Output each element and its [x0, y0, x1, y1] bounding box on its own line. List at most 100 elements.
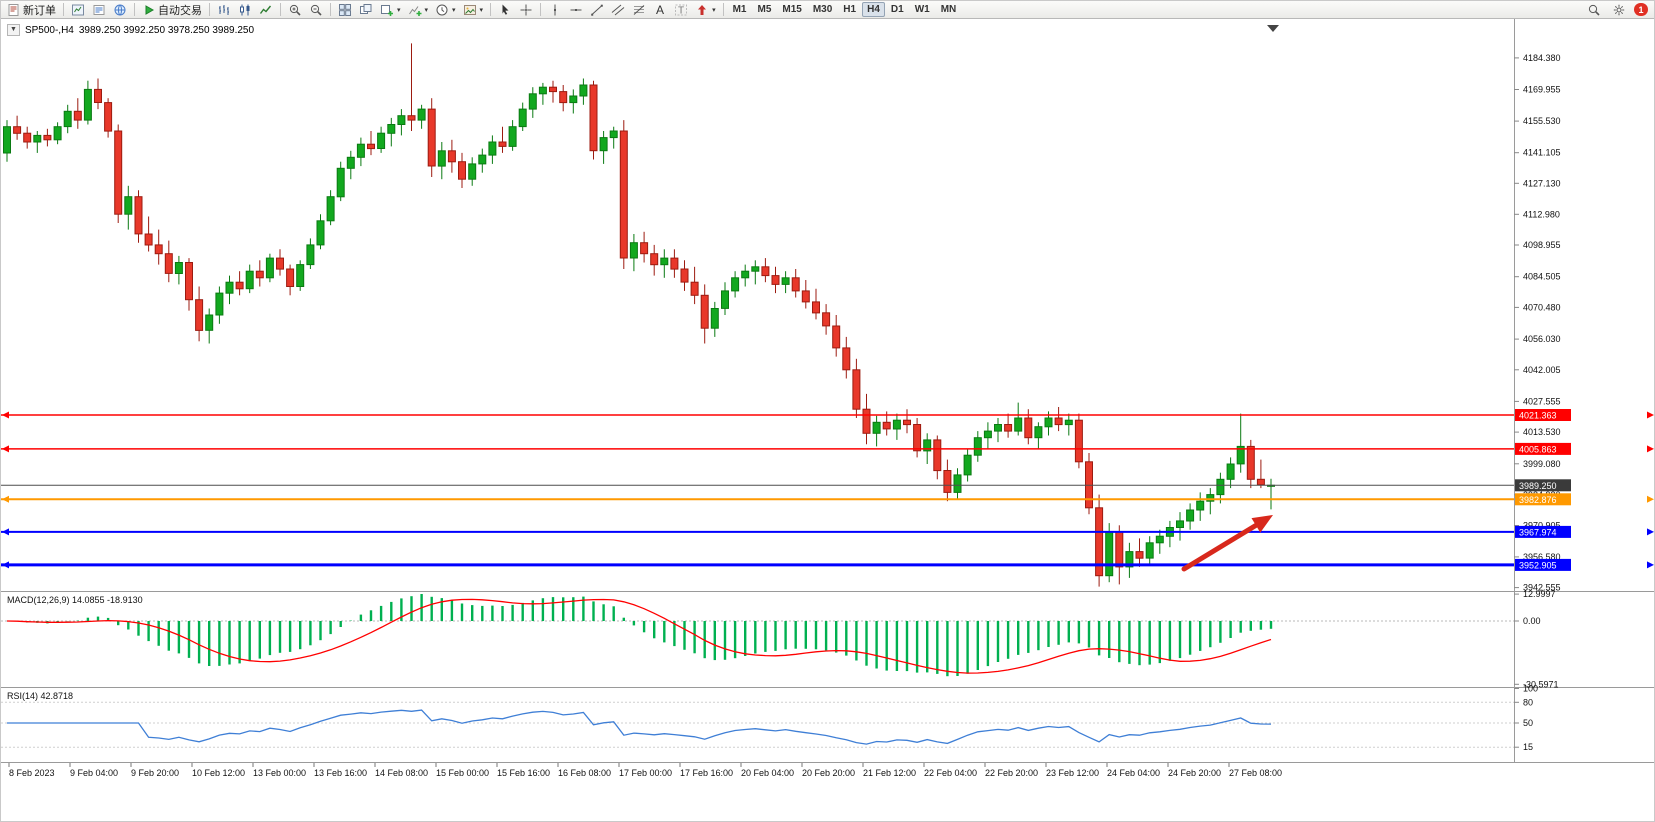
candlestick-chart-button[interactable] [235, 2, 255, 18]
horizontal-line-button[interactable] [566, 2, 586, 18]
zoom-out-button[interactable] [306, 2, 326, 18]
svg-text:4184.380: 4184.380 [1523, 53, 1561, 63]
svg-text:8 Feb 2023: 8 Feb 2023 [9, 768, 55, 778]
svg-text:20 Feb 20:00: 20 Feb 20:00 [802, 768, 855, 778]
line-left-arrow [2, 528, 9, 536]
arrange-windows-button[interactable] [356, 2, 376, 18]
toolbar-separator [63, 3, 64, 16]
toolbar-separator [490, 3, 492, 16]
svg-text:3956.580: 3956.580 [1523, 552, 1561, 562]
timeframe-d1-button[interactable]: D1 [890, 4, 904, 15]
chevron-down-icon[interactable]: ▼ [7, 24, 20, 36]
vline-icon [548, 3, 562, 17]
autotrading-button[interactable]: 自动交易 [139, 2, 205, 18]
line-right-arrow [1647, 561, 1654, 569]
horizontal-lines[interactable] [1, 411, 1654, 569]
chart-shift-marker[interactable] [1267, 25, 1279, 32]
svg-text:-30.5971: -30.5971 [1523, 679, 1559, 689]
svg-text:4070.480: 4070.480 [1523, 302, 1561, 312]
svg-text:3967.974: 3967.974 [1519, 527, 1557, 537]
svg-text:10 Feb 12:00: 10 Feb 12:00 [192, 768, 245, 778]
svg-text:9 Feb 04:00: 9 Feb 04:00 [70, 768, 118, 778]
toolbar-right: 1 [1584, 2, 1651, 18]
svg-text:17 Feb 16:00: 17 Feb 16:00 [680, 768, 733, 778]
new-order-button[interactable]: 新订单 [4, 2, 59, 18]
line-right-arrow [1647, 445, 1654, 453]
new-chart-button[interactable]: ▾ [377, 2, 404, 18]
svg-text:A: A [656, 3, 664, 17]
quick-search-button[interactable] [1584, 2, 1604, 18]
zoom-in-button[interactable] [285, 2, 305, 18]
svg-text:27 Feb 08:00: 27 Feb 08:00 [1229, 768, 1282, 778]
timeframe-w1-button[interactable]: W1 [914, 4, 930, 15]
chart-window[interactable]: 4184.380 4169.955 4155.530 4141.105 4127.130… [1, 19, 1655, 822]
timeframe-m15-button[interactable]: M15 [782, 4, 802, 15]
label-button[interactable]: T [671, 2, 691, 18]
news-button[interactable] [89, 2, 109, 18]
trend-arrow-annotation[interactable] [1181, 515, 1273, 572]
svg-text:0.00: 0.00 [1523, 616, 1541, 626]
timeframe-m30-button[interactable]: M30 [812, 4, 833, 15]
trendline-button[interactable] [587, 2, 607, 18]
chart-canvas[interactable]: 4184.380 4169.955 4155.530 4141.105 4127.130… [1, 19, 1655, 822]
toolbar-separator [722, 3, 724, 16]
cursor-button[interactable] [495, 2, 515, 18]
svg-text:4098.955: 4098.955 [1523, 240, 1561, 250]
svg-text:4013.530: 4013.530 [1523, 427, 1561, 437]
main-toolbar: 新订单 自动交易 ▾ ▾ ▾ ▾ A T ▾ M1 M5 M15 M30 H1 H4 D1 W1 MN 1 [1, 1, 1654, 19]
cascade-icon [359, 3, 373, 17]
svg-text:22 Feb 04:00: 22 Feb 04:00 [924, 768, 977, 778]
periods-button[interactable]: ▾ [432, 2, 459, 18]
settings-button[interactable] [1609, 2, 1629, 18]
chevron-down-icon: ▾ [479, 6, 484, 14]
timeframe-m1-button[interactable]: M1 [732, 4, 747, 15]
symbol-selector[interactable]: ▼ SP500-,H4 3989.250 3992.250 3978.250 3… [7, 24, 254, 36]
svg-text:15 Feb 16:00: 15 Feb 16:00 [497, 768, 550, 778]
svg-text:3970.905: 3970.905 [1523, 521, 1561, 531]
tile-windows-button[interactable] [335, 2, 355, 18]
svg-text:3982.876: 3982.876 [1519, 495, 1557, 505]
zoom-in-icon [288, 3, 302, 17]
svg-text:22 Feb 20:00: 22 Feb 20:00 [985, 768, 1038, 778]
crosshair-button[interactable] [516, 2, 536, 18]
fibonacci-button[interactable] [629, 2, 649, 18]
indicators-button[interactable]: ▾ [405, 2, 432, 18]
toolbar-separator [280, 3, 281, 16]
svg-text:23 Feb 12:00: 23 Feb 12:00 [1046, 768, 1099, 778]
arrows-button[interactable]: ▾ [692, 2, 719, 18]
svg-text:12.9997: 12.9997 [1523, 589, 1556, 599]
timeframe-h1-button[interactable]: H1 [843, 4, 857, 15]
chart-window-button[interactable] [68, 2, 88, 18]
svg-text:100: 100 [1523, 684, 1538, 694]
svg-text:4056.030: 4056.030 [1523, 334, 1561, 344]
toolbar-separator [209, 3, 210, 16]
notifications-badge[interactable]: 1 [1634, 3, 1648, 16]
svg-text:4155.530: 4155.530 [1523, 116, 1561, 126]
chart-window-icon [71, 3, 85, 17]
timeframe-m5-button[interactable]: M5 [757, 4, 772, 15]
svg-text:21 Feb 12:00: 21 Feb 12:00 [863, 768, 916, 778]
rsi-panel: 100 80 50 15 [1, 684, 1538, 752]
timeframe-h4-button[interactable]: H4 [862, 2, 885, 17]
line-chart-button[interactable] [256, 2, 276, 18]
svg-text:9 Feb 20:00: 9 Feb 20:00 [131, 768, 179, 778]
text-button[interactable]: A [650, 2, 670, 18]
line-left-arrow [2, 561, 9, 569]
trendline-icon [590, 3, 604, 17]
timeframe-mn-button[interactable]: MN [940, 4, 957, 15]
news-icon [92, 3, 106, 17]
add-chart-icon [380, 3, 394, 17]
svg-text:4021.363: 4021.363 [1519, 411, 1557, 421]
vertical-line-button[interactable] [545, 2, 565, 18]
template-icon [463, 3, 477, 17]
svg-text:20 Feb 04:00: 20 Feb 04:00 [741, 768, 794, 778]
toolbar-separator [540, 3, 542, 16]
channel-button[interactable] [608, 2, 628, 18]
templates-button[interactable]: ▾ [460, 2, 487, 18]
web-community-button[interactable] [110, 2, 130, 18]
chevron-down-icon: ▾ [712, 6, 716, 14]
svg-text:15: 15 [1523, 742, 1533, 752]
macd-label: MACD(12,26,9) 14.0855 -18.9130 [7, 595, 143, 605]
bar-chart-button[interactable] [214, 2, 234, 18]
